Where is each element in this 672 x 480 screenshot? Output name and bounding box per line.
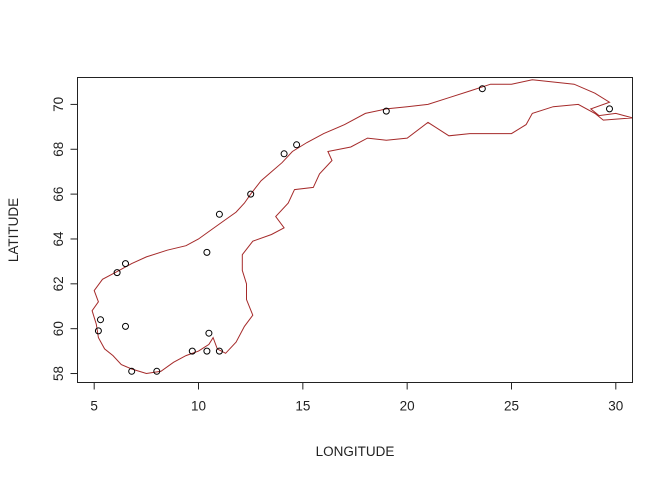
y-tick-label-62: 62 [51,276,66,291]
data-point-10 [215,347,223,355]
y-axis: 58 60 62 64 66 68 70 [51,97,78,381]
data-point-9 [205,329,213,337]
points-layer [94,85,613,375]
x-tick-label-30: 30 [608,399,623,414]
x-tick-label-10: 10 [191,399,206,414]
data-point-12 [215,210,223,218]
data-point-0 [94,327,102,335]
y-tick-label-58: 58 [51,366,66,381]
x-tick-label-25: 25 [504,399,519,414]
y-tick-label-70: 70 [51,97,66,112]
x-tick-label-20: 20 [400,399,415,414]
data-point-7 [188,347,196,355]
data-point-11 [203,248,211,256]
coastline-path [91,79,633,375]
x-tick-label-5: 5 [90,399,98,414]
data-point-18 [606,105,613,113]
data-point-17 [478,85,486,93]
plot-frame [77,77,633,383]
data-point-14 [280,150,288,158]
y-tick-label-64: 64 [51,231,66,247]
x-axis-title: LONGITUDE [316,444,395,459]
y-tick-label-68: 68 [51,142,66,157]
data-point-6 [153,367,161,375]
data-point-5 [128,367,136,375]
data-point-1 [97,316,104,324]
y-tick-label-60: 60 [51,321,66,336]
y-axis-title: LATITUDE [6,198,21,262]
data-point-2 [113,269,121,277]
coastline-layer [91,79,633,375]
y-tick-label-66: 66 [51,187,66,202]
data-point-3 [122,260,129,268]
data-point-13 [247,190,255,198]
data-point-15 [293,141,301,149]
x-axis: 5 10 15 20 25 30 [90,382,623,414]
x-tick-label-15: 15 [295,399,310,414]
data-point-4 [122,322,129,330]
data-point-8 [203,347,211,355]
data-point-16 [382,107,390,115]
